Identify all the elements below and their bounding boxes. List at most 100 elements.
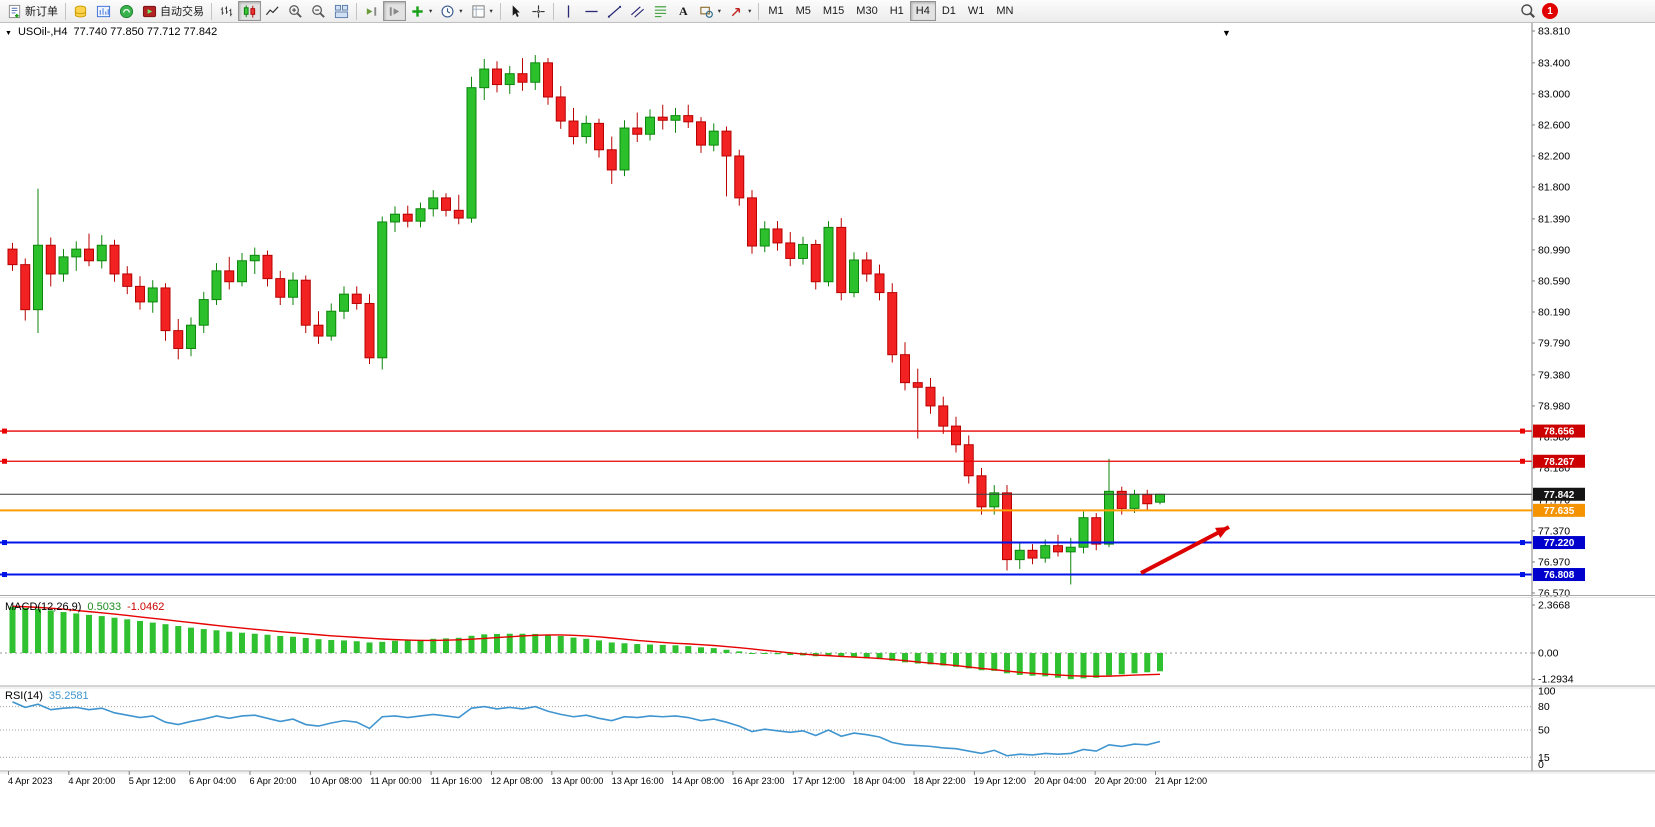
auto-scroll-button[interactable] <box>360 1 383 21</box>
candle <box>275 278 286 298</box>
price-axis-label: 80.990 <box>1538 244 1570 256</box>
notification-badge[interactable]: 1 <box>1542 3 1558 19</box>
candle <box>517 73 528 83</box>
macd-axis-label: 2.3668 <box>1538 600 1570 612</box>
time-axis-label: 18 Apr 22:00 <box>914 776 966 786</box>
tab-timeframe-m1[interactable]: M1 <box>762 1 789 21</box>
candle <box>237 260 247 283</box>
arrow-tools-button[interactable]: ▾ <box>725 1 755 21</box>
cursor-icon <box>512 4 520 17</box>
search-button[interactable] <box>1516 1 1540 21</box>
svg-text:78.656: 78.656 <box>1544 427 1575 438</box>
candle <box>810 243 821 283</box>
time-axis-label: 18 Apr 04:00 <box>853 776 905 786</box>
vertical-line-button[interactable] <box>557 1 580 21</box>
charts-button[interactable] <box>92 1 115 21</box>
candle <box>963 444 974 477</box>
indicators-plus-icon <box>412 5 423 17</box>
current-bar-marker: ▼ <box>1222 28 1231 38</box>
new-order-icon <box>8 4 21 18</box>
candle <box>453 209 464 219</box>
tab-timeframe-mn[interactable]: MN <box>990 1 1019 21</box>
chart-shift-button[interactable] <box>383 1 406 21</box>
time-axis-label: 4 Apr 20:00 <box>68 776 115 786</box>
cursor-button[interactable] <box>504 1 527 21</box>
shapes-button[interactable]: ▾ <box>695 1 725 21</box>
channel-button[interactable] <box>626 1 649 21</box>
candlestick-chart-type-button[interactable] <box>238 1 261 21</box>
candle <box>339 293 349 312</box>
charts-icon <box>96 5 111 17</box>
price-axis-label: 77.370 <box>1538 525 1570 537</box>
tab-timeframe-d1[interactable]: D1 <box>936 1 962 21</box>
candle <box>887 292 898 356</box>
time-axis-label: 11 Apr 16:00 <box>431 776 482 786</box>
candle <box>568 120 579 138</box>
indicators-button[interactable]: ▾ <box>406 1 436 21</box>
templates-button[interactable]: ▾ <box>467 1 497 21</box>
price-axis-label: 82.200 <box>1538 150 1570 162</box>
tab-timeframe-w1[interactable]: W1 <box>962 1 991 21</box>
tab-timeframe-h4[interactable]: H4 <box>909 1 936 21</box>
price-axis-label: 79.380 <box>1538 369 1570 381</box>
candle <box>198 299 209 326</box>
tab-timeframe-m5[interactable]: M5 <box>790 1 817 21</box>
new-order-label: 新订单 <box>25 6 58 18</box>
candle <box>1065 546 1076 553</box>
crosshair-button[interactable] <box>527 1 550 21</box>
candle <box>1142 493 1153 505</box>
candle <box>288 279 298 298</box>
zoom-in-button[interactable] <box>284 1 307 21</box>
bar-chart-type-button[interactable] <box>215 1 238 21</box>
community-button[interactable] <box>115 1 138 21</box>
window-footer <box>0 786 1655 827</box>
tile-windows-button[interactable] <box>330 1 353 21</box>
tab-timeframe-m30[interactable]: M30 <box>850 1 883 21</box>
candle <box>1155 493 1165 503</box>
tile-windows-icon <box>334 4 349 18</box>
horizontal-line-button[interactable] <box>580 1 603 21</box>
zoom-out-button[interactable] <box>307 1 330 21</box>
candle <box>670 115 681 121</box>
market-watch-button[interactable] <box>69 1 92 21</box>
chart-canvas[interactable]: 83.810 83.400 83.000 82.600 82.200 81.800 81.3… <box>0 23 1655 786</box>
candle <box>96 244 107 262</box>
periods-button[interactable]: ▾ <box>436 1 466 21</box>
candle <box>160 287 171 332</box>
tab-timeframe-m15[interactable]: M15 <box>817 1 850 21</box>
candle <box>1091 517 1102 545</box>
macd-axis-label: 0.00 <box>1538 648 1559 660</box>
time-axis-label: 14 Apr 08:00 <box>672 776 724 786</box>
candle <box>364 302 375 359</box>
fibonacci-button[interactable] <box>649 1 672 21</box>
tab-timeframe-h1[interactable]: H1 <box>884 1 910 21</box>
candle <box>71 248 82 258</box>
price-axis-label: 79.790 <box>1538 338 1570 350</box>
arrow-tool-icon <box>731 7 741 16</box>
new-order-button[interactable]: 新订单 <box>3 1 62 21</box>
price-tag <box>1533 568 1585 582</box>
toolbar-separator <box>758 2 760 20</box>
rsi-axis-label: 100 <box>1538 686 1556 698</box>
price-lines <box>0 428 1532 578</box>
svg-text:77.635: 77.635 <box>1544 506 1575 517</box>
trendline-button[interactable] <box>603 1 626 21</box>
candle <box>747 197 757 247</box>
auto-scroll-icon <box>366 6 377 16</box>
time-axis-label: 6 Apr 20:00 <box>249 776 296 786</box>
crosshair-icon <box>532 4 545 18</box>
candle <box>377 221 388 359</box>
candle <box>912 382 923 388</box>
candle <box>581 122 592 138</box>
price-axis-label: 83.000 <box>1538 88 1570 100</box>
text-tool-button[interactable]: A <box>672 1 695 21</box>
candle <box>708 130 719 146</box>
toolbar-separator <box>552 2 554 20</box>
candlesticks <box>7 55 1165 585</box>
price-axis-label: 81.800 <box>1538 182 1570 194</box>
line-chart-type-button[interactable] <box>261 1 284 21</box>
autotrading-button[interactable]: 自动交易 <box>138 1 208 21</box>
time-axis-label: 21 Apr 12:00 <box>1155 776 1207 786</box>
trend-arrow-object[interactable] <box>1140 525 1230 575</box>
time-axis-label: 16 Apr 23:00 <box>732 776 784 786</box>
